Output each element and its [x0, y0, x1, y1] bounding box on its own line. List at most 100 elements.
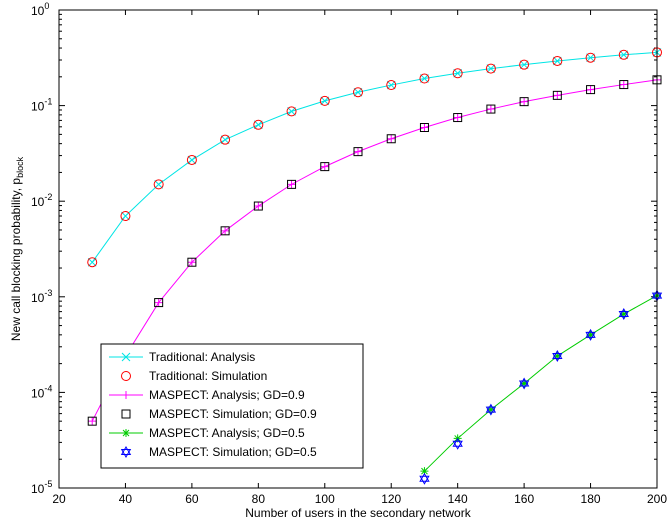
y-tick-exponent: -4	[44, 383, 52, 393]
y-tick-label: 100	[31, 1, 49, 18]
data-point-series-4	[553, 352, 562, 361]
data-point-series-2	[187, 258, 196, 267]
hexagram-down-triangle	[552, 353, 563, 363]
y-axis-label: New call blocking probability, pblock	[9, 156, 25, 341]
data-point-series-0	[154, 180, 164, 189]
data-point-series-5	[452, 437, 463, 450]
data-point-series-0	[121, 211, 130, 221]
y-tick-label: 10-2	[31, 192, 52, 209]
axis-ticks: 20 40 60 80 100 120 140 160 180 20010010-110-210-…	[31, 1, 667, 506]
x-tick-label: 120	[381, 492, 401, 506]
series-line-4	[424, 295, 658, 472]
data-point-series-3	[419, 123, 429, 133]
data-point-series-3	[486, 104, 496, 114]
data-point-series-0	[552, 56, 562, 66]
data-point-series-2	[254, 202, 263, 211]
data-point-series-1	[253, 119, 264, 130]
hexagram-down-triangle	[618, 311, 629, 321]
data-point-series-0	[320, 96, 330, 106]
data-point-series-0	[386, 80, 396, 90]
x-tick-label: 20	[52, 492, 66, 506]
data-point-series-2	[520, 97, 529, 106]
data-point-series-3	[220, 226, 230, 236]
data-point-series-3	[453, 113, 463, 123]
hexagram-down-triangle	[452, 440, 463, 450]
data-point-series-0	[253, 120, 263, 130]
data-point-series-0	[220, 135, 230, 145]
data-point-series-2	[320, 162, 329, 171]
series-lines	[91, 51, 658, 472]
data-point-series-3	[253, 201, 263, 211]
y-tick-exponent: 0	[44, 1, 49, 11]
data-point-series-2	[586, 85, 595, 94]
y-tick-base: 10	[31, 195, 45, 209]
data-point-series-1	[386, 80, 397, 91]
hexagram-down-triangle	[485, 406, 497, 416]
data-point-series-0	[486, 64, 496, 73]
data-point-series-1	[419, 73, 430, 84]
y-tick-exponent: -1	[44, 97, 52, 107]
y-tick-label: 10-5	[31, 479, 52, 496]
legend-marker	[122, 391, 130, 399]
x-axis-label: Number of users in the secondary network	[245, 506, 471, 520]
y-tick-label: 10-3	[31, 288, 52, 305]
data-point-series-3	[187, 257, 197, 267]
data-point-series-0	[519, 60, 529, 70]
data-point-series-2	[221, 226, 230, 235]
hexagram-up-triangle	[518, 377, 530, 387]
data-point-series-1	[286, 106, 297, 117]
series-markers	[87, 47, 663, 485]
data-point-series-0	[619, 50, 629, 60]
hexagram-down-triangle	[120, 449, 132, 459]
x-tick-label: 100	[315, 492, 335, 506]
data-point-series-1	[186, 154, 197, 165]
hexagram-up-triangle	[618, 308, 629, 318]
data-point-series-4	[486, 405, 495, 414]
data-point-series-1	[120, 211, 131, 222]
legend-marker	[122, 429, 130, 437]
data-point-series-2	[486, 105, 495, 114]
y-tick-exponent: -2	[44, 192, 52, 202]
data-point-series-2	[453, 113, 462, 122]
y-tick-base: 10	[31, 4, 45, 18]
hexagram-up-triangle	[585, 328, 596, 338]
x-tick-label: 80	[252, 492, 266, 506]
data-point-series-5	[618, 308, 629, 321]
data-point-series-3	[619, 80, 629, 90]
x-tick-label: 160	[514, 492, 534, 506]
y-tick-base: 10	[31, 291, 45, 305]
x-tick-label: 200	[647, 492, 667, 506]
data-point-series-1	[220, 134, 231, 145]
data-point-series-5	[485, 403, 497, 416]
data-point-series-0	[453, 68, 463, 78]
legend-marker	[121, 409, 131, 419]
legend-label: MASPECT: Analysis; GD=0.9	[149, 388, 305, 402]
data-point-series-5	[518, 377, 530, 390]
data-point-series-2	[287, 180, 296, 189]
hexagram-down-triangle	[585, 331, 596, 341]
data-point-series-3	[519, 97, 529, 107]
data-point-series-0	[187, 155, 197, 165]
legend-label: Traditional: Analysis	[149, 350, 255, 364]
data-point-series-4	[520, 379, 529, 388]
data-point-series-3	[154, 298, 164, 308]
series-line-0	[91, 51, 658, 263]
data-point-series-0	[87, 257, 97, 267]
data-point-series-1	[452, 68, 463, 79]
data-point-series-0	[586, 53, 595, 63]
y-tick-base: 10	[31, 482, 45, 496]
x-tick-label: 180	[581, 492, 601, 506]
legend-marker	[120, 445, 132, 459]
y-tick-base: 10	[31, 100, 45, 114]
data-point-series-5	[552, 350, 563, 363]
data-point-series-2	[619, 80, 628, 89]
data-point-series-4	[619, 310, 628, 319]
legend-box	[100, 343, 364, 469]
data-point-series-1	[618, 49, 629, 60]
data-point-series-5	[585, 328, 596, 341]
legend-label: Traditional: Simulation	[149, 369, 267, 383]
data-point-series-1	[552, 55, 563, 66]
hexagram-up-triangle	[485, 403, 497, 413]
data-point-series-4	[420, 467, 429, 476]
